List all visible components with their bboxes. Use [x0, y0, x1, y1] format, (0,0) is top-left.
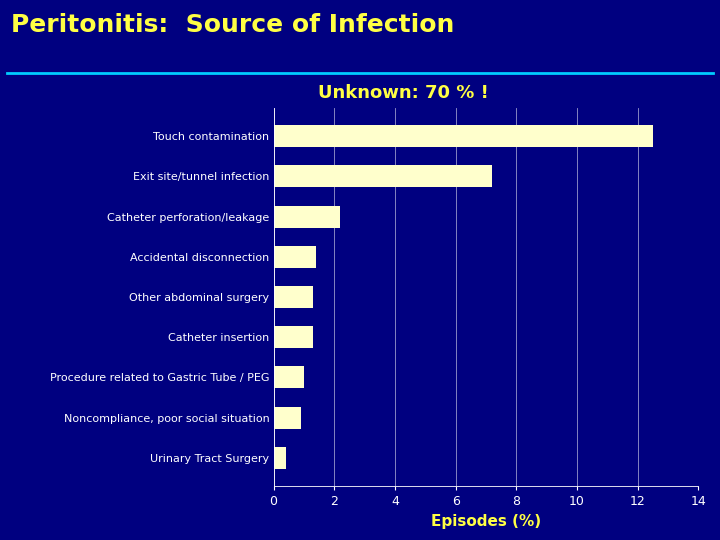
Bar [274, 326, 313, 348]
Bar [274, 286, 313, 308]
Bar [274, 125, 653, 147]
Text: Unknown: 70 % !: Unknown: 70 % ! [318, 84, 489, 102]
Text: Peritonitis:  Source of Infection: Peritonitis: Source of Infection [11, 14, 454, 37]
Bar [274, 407, 301, 429]
Bar [274, 165, 492, 187]
Bar [274, 366, 304, 388]
Bar [274, 246, 316, 268]
X-axis label: Episodes (%): Episodes (%) [431, 514, 541, 529]
Bar [274, 447, 286, 469]
Bar [274, 206, 341, 228]
